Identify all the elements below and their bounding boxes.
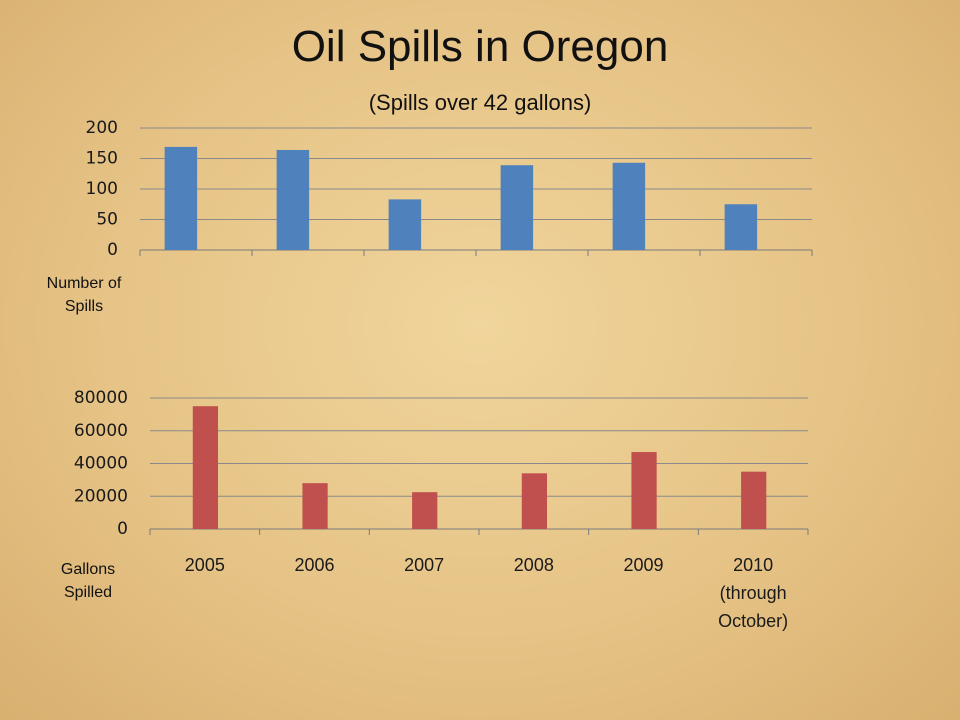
y-tick-label: 50 bbox=[96, 210, 118, 230]
bar bbox=[192, 406, 218, 529]
bar bbox=[724, 204, 758, 250]
x-tick-label: 2009 bbox=[623, 555, 664, 575]
bar bbox=[276, 149, 310, 250]
bar bbox=[741, 471, 767, 529]
bar bbox=[521, 473, 547, 529]
slide-title: Oil Spills in Oregon bbox=[291, 22, 669, 71]
bar bbox=[164, 146, 198, 250]
bar bbox=[631, 452, 657, 529]
y-tick-label: 20000 bbox=[74, 486, 128, 506]
bar bbox=[500, 165, 534, 250]
y-axis-label: Gallons Spilled bbox=[60, 561, 116, 601]
y-tick-label: 40000 bbox=[74, 454, 128, 474]
x-tick-label: 2006 bbox=[294, 555, 335, 575]
y-tick-label: 0 bbox=[117, 519, 128, 539]
bar bbox=[612, 162, 646, 250]
y-tick-label: 150 bbox=[86, 149, 118, 169]
y-tick-label: 80000 bbox=[74, 388, 128, 408]
x-tick-label: 2007 bbox=[404, 555, 445, 575]
bar bbox=[302, 483, 328, 529]
x-tick-label: 2008 bbox=[513, 555, 554, 575]
slide-subtitle: (Spills over 42 gallons) bbox=[368, 90, 592, 115]
y-tick-label: 60000 bbox=[74, 421, 128, 441]
y-tick-label: 200 bbox=[86, 118, 118, 138]
y-tick-label: 0 bbox=[107, 240, 118, 260]
y-tick-label: 100 bbox=[86, 179, 118, 199]
x-tick-label: 2010 (through October) bbox=[718, 555, 789, 631]
y-axis-label: Number of Spills bbox=[46, 275, 122, 315]
bar bbox=[388, 199, 422, 250]
bar bbox=[412, 492, 438, 529]
x-tick-label: 2005 bbox=[184, 555, 225, 575]
